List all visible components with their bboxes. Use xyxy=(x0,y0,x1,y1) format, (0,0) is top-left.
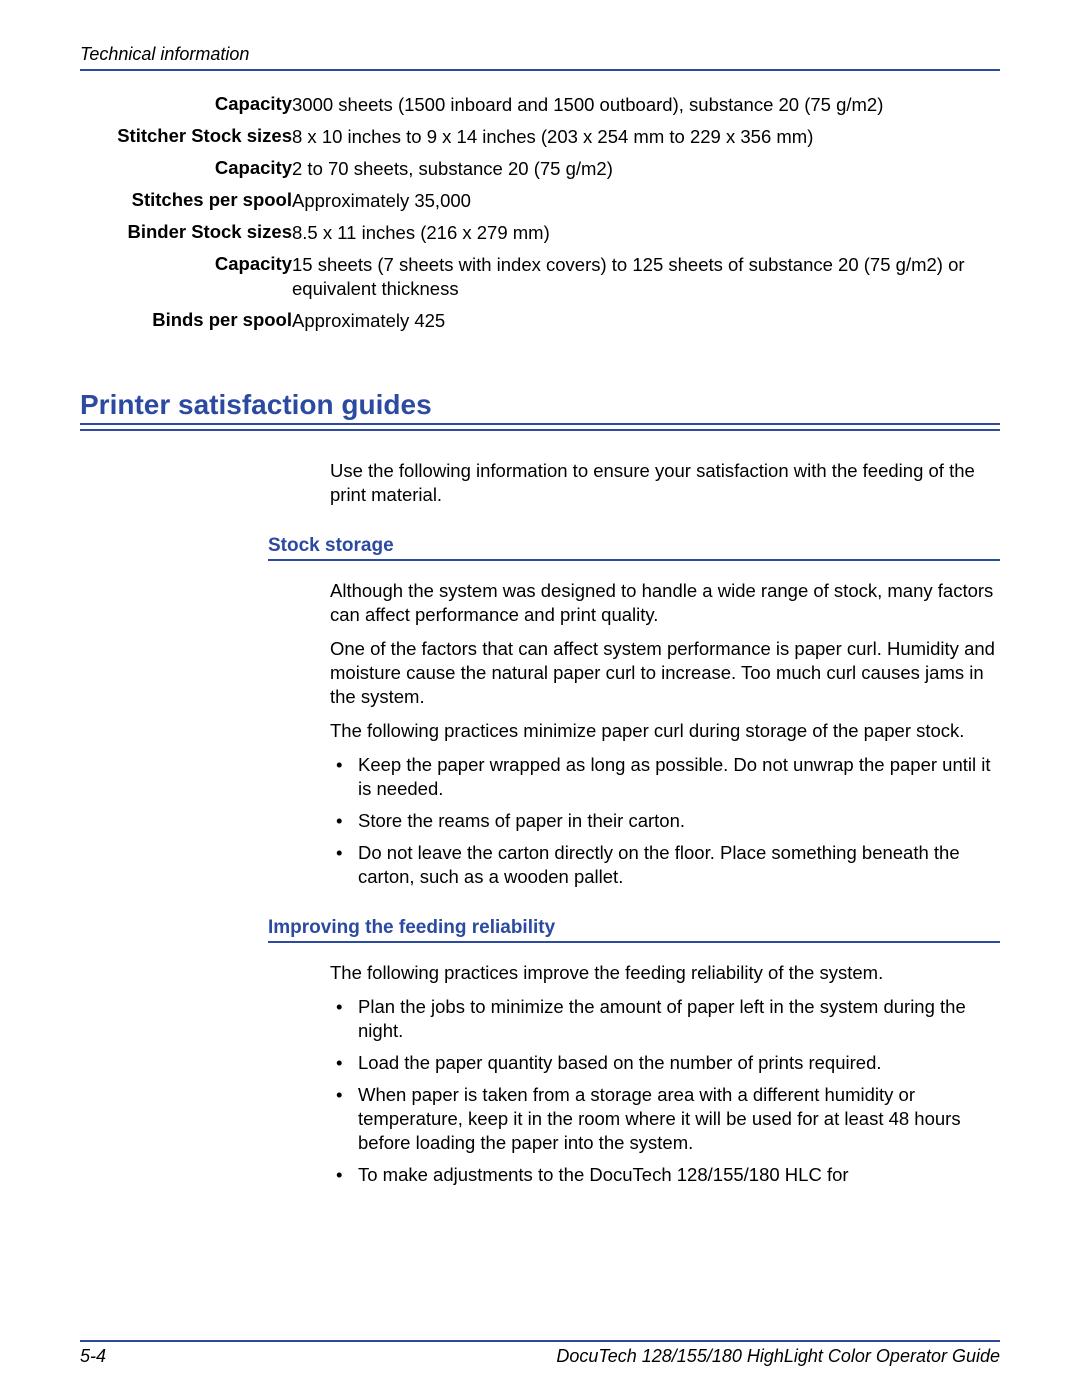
table-row: Stitches per spool Approximately 35,000 xyxy=(80,185,1000,217)
footer-rule xyxy=(80,1340,1000,1342)
spec-value: 8 x 10 inches to 9 x 14 inches (203 x 25… xyxy=(292,121,1000,153)
spec-value: 3000 sheets (1500 inboard and 1500 outbo… xyxy=(292,89,1000,121)
list-item: Do not leave the carton directly on the … xyxy=(330,841,1000,889)
paragraph: One of the factors that can affect syste… xyxy=(330,637,1000,709)
list-item: Plan the jobs to minimize the amount of … xyxy=(330,995,1000,1043)
subsection-feeding: Improving the feeding reliability xyxy=(268,917,1000,943)
page: Technical information Capacity 3000 shee… xyxy=(0,0,1080,1187)
spec-table: Capacity 3000 sheets (1500 inboard and 1… xyxy=(80,89,1000,337)
subsection-stock-storage: Stock storage xyxy=(268,535,1000,561)
spec-label: Capacity xyxy=(80,153,292,185)
spec-label: Capacity xyxy=(80,89,292,121)
table-row: Binds per spool Approximately 425 xyxy=(80,305,1000,337)
doc-title: DocuTech 128/155/180 HighLight Color Ope… xyxy=(556,1346,1000,1367)
page-number: 5-4 xyxy=(80,1346,106,1367)
list-item: To make adjustments to the DocuTech 128/… xyxy=(330,1163,1000,1187)
paragraph: The following practices improve the feed… xyxy=(330,961,1000,985)
table-row: Capacity 15 sheets (7 sheets with index … xyxy=(80,249,1000,305)
header-section-title: Technical information xyxy=(80,44,1000,65)
spec-value: 2 to 70 sheets, substance 20 (75 g/m2) xyxy=(292,153,1000,185)
table-row: Stitcher Stock sizes 8 x 10 inches to 9 … xyxy=(80,121,1000,153)
paragraph: Although the system was designed to hand… xyxy=(330,579,1000,627)
spec-value: 8.5 x 11 inches (216 x 279 mm) xyxy=(292,217,1000,249)
feeding-bullets: Plan the jobs to minimize the amount of … xyxy=(330,995,1000,1187)
subsection-title: Improving the feeding reliability xyxy=(268,917,1000,939)
table-row: Binder Stock sizes 8.5 x 11 inches (216 … xyxy=(80,217,1000,249)
spec-label: Capacity xyxy=(80,249,292,305)
table-row: Capacity 2 to 70 sheets, substance 20 (7… xyxy=(80,153,1000,185)
table-row: Capacity 3000 sheets (1500 inboard and 1… xyxy=(80,89,1000,121)
list-item: Load the paper quantity based on the num… xyxy=(330,1051,1000,1075)
spec-label: Binds per spool xyxy=(80,305,292,337)
spec-label: Stitcher Stock sizes xyxy=(80,121,292,153)
section-heading-rule xyxy=(80,423,1000,431)
section-intro-block: Use the following information to ensure … xyxy=(330,459,1000,507)
subsection-rule xyxy=(268,559,1000,561)
spec-value: Approximately 35,000 xyxy=(292,185,1000,217)
stock-storage-bullets: Keep the paper wrapped as long as possib… xyxy=(330,753,1000,889)
footer-row: 5-4 DocuTech 128/155/180 HighLight Color… xyxy=(80,1346,1000,1367)
section-heading: Printer satisfaction guides xyxy=(80,389,1000,421)
section-intro: Use the following information to ensure … xyxy=(330,459,1000,507)
spec-label: Binder Stock sizes xyxy=(80,217,292,249)
list-item: Keep the paper wrapped as long as possib… xyxy=(330,753,1000,801)
page-footer: 5-4 DocuTech 128/155/180 HighLight Color… xyxy=(80,1340,1000,1367)
feeding-body: The following practices improve the feed… xyxy=(330,961,1000,1187)
list-item: When paper is taken from a storage area … xyxy=(330,1083,1000,1155)
subsection-rule xyxy=(268,941,1000,943)
spec-value: Approximately 425 xyxy=(292,305,1000,337)
spec-value: 15 sheets (7 sheets with index covers) t… xyxy=(292,249,1000,305)
stock-storage-body: Although the system was designed to hand… xyxy=(330,579,1000,890)
subsection-title: Stock storage xyxy=(268,535,1000,557)
paragraph: The following practices minimize paper c… xyxy=(330,719,1000,743)
spec-label: Stitches per spool xyxy=(80,185,292,217)
header-rule xyxy=(80,69,1000,71)
list-item: Store the reams of paper in their carton… xyxy=(330,809,1000,833)
